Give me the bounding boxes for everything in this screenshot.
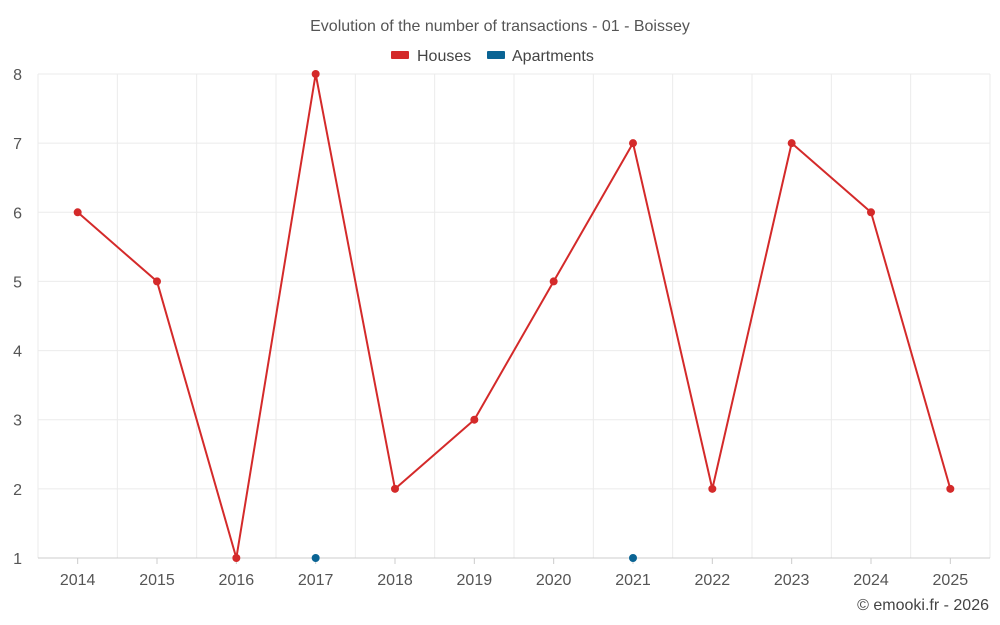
chart-title: Evolution of the number of transactions …	[310, 18, 690, 35]
data-point-apartments-2017[interactable]	[311, 554, 320, 562]
legend: Houses Apartments	[391, 48, 594, 65]
x-tick-label: 2025	[933, 572, 969, 589]
axes: 1 2 3 4 5 6 7 8 2014 2015 2016 2017 2018 2019 2020 2021…	[13, 67, 990, 589]
x-tick-label: 2020	[536, 572, 572, 589]
data-point-houses-2024[interactable]	[867, 208, 875, 217]
legend-label-houses: Houses	[417, 48, 471, 65]
data-point-houses-2016[interactable]	[232, 554, 241, 562]
data-point-houses-2022[interactable]	[708, 484, 717, 493]
x-tick-label: 2015	[139, 572, 175, 589]
x-tick-label: 2017	[298, 572, 334, 589]
x-tick-label: 2014	[60, 572, 96, 589]
y-tick-label: 6	[13, 205, 22, 222]
data-point-apartments-2021[interactable]	[629, 554, 637, 562]
y-tick-label: 2	[13, 482, 22, 499]
series-line-houses	[77, 73, 952, 559]
legend-item-houses[interactable]: Houses	[391, 48, 471, 65]
y-tick-label: 1	[13, 551, 22, 568]
legend-item-apartments[interactable]: Apartments	[487, 48, 594, 65]
x-tick-label: 2024	[853, 572, 889, 589]
legend-swatch-apartments	[487, 51, 505, 59]
legend-swatch-houses	[391, 51, 409, 59]
x-tick-label: 2019	[457, 572, 493, 589]
x-tick-label: 2023	[774, 572, 810, 589]
data-point-houses-2023[interactable]	[787, 139, 796, 148]
series	[73, 70, 955, 562]
data-point-houses-2021[interactable]	[629, 139, 637, 148]
data-point-houses-2017[interactable]	[311, 70, 320, 78]
grid	[37, 73, 991, 558]
data-point-houses-2014[interactable]	[73, 208, 82, 217]
y-tick-label: 5	[13, 274, 22, 291]
x-tick-label: 2022	[695, 572, 731, 589]
legend-label-apartments: Apartments	[512, 48, 594, 65]
credit-text: © emooki.fr - 2026	[857, 597, 989, 614]
x-tick-label: 2016	[219, 572, 255, 589]
data-point-houses-2019[interactable]	[470, 415, 479, 424]
data-point-houses-2018[interactable]	[391, 484, 399, 493]
x-tick-label: 2021	[615, 572, 651, 589]
data-point-houses-2015[interactable]	[153, 277, 161, 286]
y-tick-label: 7	[13, 136, 22, 153]
x-tick-label: 2018	[377, 572, 413, 589]
y-tick-label: 4	[13, 344, 22, 361]
data-point-houses-2025[interactable]	[946, 484, 955, 493]
y-tick-label: 3	[13, 413, 22, 430]
data-point-houses-2020[interactable]	[549, 277, 558, 286]
y-tick-label: 8	[13, 67, 22, 84]
